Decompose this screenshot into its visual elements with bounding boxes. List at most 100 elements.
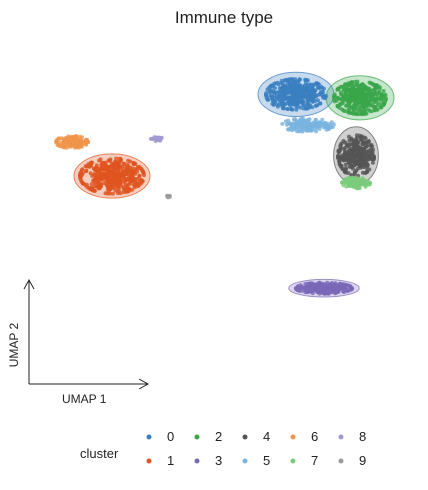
point: [354, 151, 358, 156]
point: [114, 171, 119, 176]
point: [269, 83, 274, 88]
point: [265, 97, 270, 102]
point: [272, 101, 276, 106]
point: [355, 90, 360, 95]
point: [364, 111, 369, 116]
point: [297, 129, 301, 134]
point: [90, 174, 95, 178]
point: [301, 102, 306, 107]
point: [362, 180, 367, 185]
point: [375, 94, 380, 98]
point: [97, 185, 102, 190]
point: [365, 169, 370, 174]
point: [313, 282, 318, 287]
point: [322, 121, 327, 126]
point: [354, 179, 359, 184]
point: [380, 94, 385, 99]
point: [303, 282, 308, 287]
point: [342, 150, 347, 155]
y-arrowhead: [23, 278, 35, 290]
point: [360, 89, 365, 94]
legend-label-7: 7: [311, 453, 318, 468]
legend-swatch-0: [146, 434, 152, 440]
point: [337, 157, 342, 162]
point: [111, 176, 115, 181]
cluster-0-points: [264, 77, 328, 112]
point: [367, 151, 371, 155]
scatter-points: [54, 77, 388, 296]
point: [331, 122, 336, 127]
point: [280, 84, 285, 89]
point: [57, 143, 62, 148]
point: [372, 83, 377, 88]
point: [346, 81, 351, 86]
point: [111, 162, 116, 167]
point: [289, 107, 294, 112]
point: [287, 77, 292, 82]
point: [350, 80, 355, 85]
point: [290, 77, 295, 82]
point: [123, 176, 128, 181]
point: [339, 163, 344, 168]
point: [366, 139, 371, 144]
point: [96, 173, 101, 178]
point: [113, 182, 117, 187]
point: [128, 181, 133, 186]
cluster-3-points: [294, 280, 354, 296]
point: [321, 285, 326, 290]
point: [341, 139, 346, 143]
point: [301, 99, 306, 104]
point: [288, 95, 293, 100]
point: [355, 166, 360, 171]
point: [349, 98, 354, 103]
point: [351, 84, 356, 89]
point: [121, 179, 126, 184]
point: [80, 167, 85, 172]
point: [105, 170, 110, 175]
point: [377, 86, 382, 91]
legend-swatch-5: [242, 458, 248, 464]
point: [294, 91, 299, 96]
point: [314, 81, 319, 86]
point: [365, 143, 370, 148]
point: [141, 171, 146, 176]
point: [130, 172, 135, 177]
point: [79, 178, 84, 183]
point: [291, 117, 296, 122]
x-axis-label: UMAP 1: [62, 392, 107, 406]
legend-swatch-3: [194, 458, 200, 464]
y-axis-label: UMAP 2: [7, 322, 21, 367]
point: [354, 83, 359, 88]
point: [300, 127, 305, 132]
point: [123, 165, 128, 170]
point: [89, 160, 93, 165]
point: [275, 104, 280, 109]
legend-swatch-8: [338, 434, 344, 440]
point: [346, 142, 351, 147]
point: [375, 107, 380, 112]
point: [351, 108, 356, 113]
point: [309, 86, 314, 91]
point: [349, 287, 353, 292]
legend-label-2: 2: [215, 429, 222, 444]
point: [352, 159, 357, 164]
point: [107, 165, 112, 170]
point: [273, 86, 277, 90]
point: [356, 100, 361, 105]
point: [371, 155, 376, 160]
point: [293, 122, 297, 127]
point: [298, 77, 302, 82]
x-arrowhead: [138, 378, 150, 390]
point: [349, 105, 354, 110]
point: [273, 81, 278, 86]
point: [367, 102, 372, 107]
point: [81, 181, 86, 186]
point: [69, 144, 74, 149]
point: [350, 184, 355, 189]
point: [54, 139, 59, 144]
point: [338, 97, 343, 102]
point: [355, 154, 360, 159]
point: [352, 145, 357, 150]
cluster-8-points: [148, 135, 164, 144]
point: [353, 104, 358, 109]
